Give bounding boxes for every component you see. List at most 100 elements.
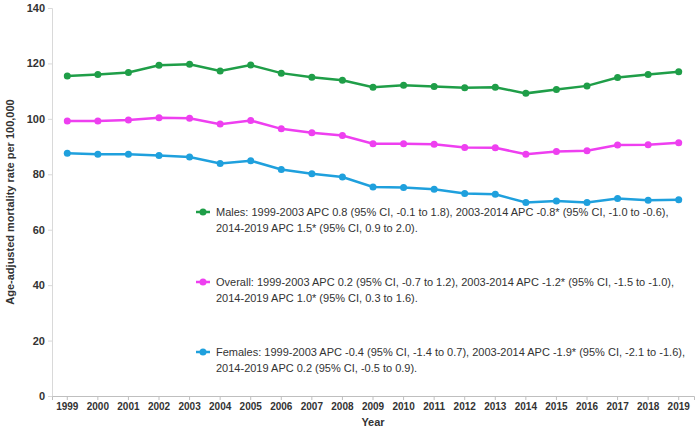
series-point bbox=[339, 132, 346, 139]
series-point bbox=[186, 61, 193, 68]
tick: 2007 bbox=[301, 396, 324, 412]
tick-mark bbox=[648, 396, 649, 400]
tick-mark bbox=[342, 396, 343, 400]
series-point bbox=[370, 184, 377, 191]
tick-label: 0 bbox=[39, 390, 45, 402]
series-point bbox=[553, 86, 560, 93]
tick-label: 2015 bbox=[545, 401, 568, 412]
series-point bbox=[125, 69, 132, 76]
series-point bbox=[94, 71, 101, 78]
tick-label: 2000 bbox=[87, 401, 110, 412]
axis-line bbox=[48, 9, 53, 397]
series-point bbox=[94, 151, 101, 158]
series-point bbox=[553, 197, 560, 204]
series-point bbox=[675, 68, 682, 75]
series-point bbox=[645, 71, 652, 78]
series-point bbox=[125, 151, 132, 158]
y-axis-title: Age-adjusted mortality rate per 100,000 bbox=[4, 99, 16, 304]
series-point bbox=[217, 121, 224, 128]
tick-mark bbox=[220, 396, 221, 400]
series-point bbox=[156, 152, 163, 159]
tick-label: 140 bbox=[27, 2, 45, 14]
series-point bbox=[308, 74, 315, 81]
tick: 2015 bbox=[545, 396, 568, 412]
series-point bbox=[186, 154, 193, 161]
tick: 2011 bbox=[423, 396, 445, 412]
tick-label: 2003 bbox=[178, 401, 201, 412]
series-point bbox=[94, 118, 101, 125]
legend-item: Overall: 1999-2003 APC 0.2 (95% CI, -0.7… bbox=[196, 276, 674, 304]
tick-mark bbox=[678, 396, 679, 400]
legend-swatch bbox=[200, 349, 207, 356]
tick-mark bbox=[373, 396, 374, 400]
legend-item: Females: 1999-2003 APC -0.4 (95% CI, -1.… bbox=[196, 346, 685, 374]
series-point bbox=[645, 141, 652, 148]
tick-label: 2007 bbox=[301, 401, 324, 412]
tick-mark bbox=[48, 341, 52, 342]
tick: 2018 bbox=[637, 396, 660, 412]
series-point bbox=[308, 129, 315, 136]
tick: 140 bbox=[27, 2, 52, 14]
tick-label: 2017 bbox=[606, 401, 629, 412]
series-point bbox=[247, 157, 254, 164]
tick-label: 40 bbox=[33, 279, 45, 291]
series-point bbox=[217, 67, 224, 74]
legend-label: Females: 1999-2003 APC -0.4 (95% CI, -1.… bbox=[216, 346, 685, 374]
tick: 2005 bbox=[240, 396, 263, 412]
tick-label: 2019 bbox=[668, 401, 691, 412]
tick: 2016 bbox=[576, 396, 599, 412]
tick: 2001 bbox=[117, 396, 140, 412]
tick-label: 2010 bbox=[392, 401, 415, 412]
series-point bbox=[614, 74, 621, 81]
tick-label: 2009 bbox=[362, 401, 385, 412]
tick-mark bbox=[250, 396, 251, 400]
tick: 2002 bbox=[148, 396, 171, 412]
tick-mark bbox=[434, 396, 435, 400]
series-point bbox=[64, 118, 71, 125]
x-axis: 1999200020012002200320042005200620072008… bbox=[53, 396, 695, 412]
series-point bbox=[370, 84, 377, 91]
series-point bbox=[614, 195, 621, 202]
series-point bbox=[278, 125, 285, 132]
tick-label: 2004 bbox=[209, 401, 232, 412]
series-point bbox=[492, 191, 499, 198]
series-point bbox=[492, 144, 499, 151]
series-point bbox=[431, 141, 438, 148]
tick-mark bbox=[311, 396, 312, 400]
series-point bbox=[645, 197, 652, 204]
legend-label: Males: 1999-2003 APC 0.8 (95% CI, -0.1 t… bbox=[216, 206, 668, 234]
axis-line bbox=[53, 397, 695, 401]
tick: 2013 bbox=[484, 396, 507, 412]
legend-swatch bbox=[200, 279, 207, 286]
series-line bbox=[67, 153, 678, 202]
tick-mark bbox=[403, 396, 404, 400]
series-point bbox=[461, 84, 468, 91]
series-point bbox=[339, 77, 346, 84]
tick: 2008 bbox=[331, 396, 354, 412]
series-point bbox=[584, 147, 591, 154]
tick-mark bbox=[159, 396, 160, 400]
tick-label: 2014 bbox=[515, 401, 538, 412]
series-point bbox=[522, 199, 529, 206]
series-point bbox=[553, 148, 560, 155]
tick-mark bbox=[128, 396, 129, 400]
series-point bbox=[156, 114, 163, 121]
tick-mark bbox=[48, 174, 52, 175]
tick-label: 20 bbox=[33, 335, 45, 347]
series-point bbox=[461, 144, 468, 151]
tick-label: 120 bbox=[27, 57, 45, 69]
tick: 2010 bbox=[392, 396, 415, 412]
tick-mark bbox=[48, 396, 52, 397]
series-point bbox=[584, 82, 591, 89]
tick: 2003 bbox=[178, 396, 201, 412]
tick-label: 2006 bbox=[270, 401, 293, 412]
series-point bbox=[400, 184, 407, 191]
series-point bbox=[339, 174, 346, 181]
tick: 2017 bbox=[606, 396, 629, 412]
tick-mark bbox=[48, 230, 52, 231]
tick: 2000 bbox=[87, 396, 110, 412]
series-point bbox=[186, 115, 193, 122]
tick-mark bbox=[556, 396, 557, 400]
tick-mark bbox=[48, 285, 52, 286]
tick-label: 2012 bbox=[454, 401, 477, 412]
